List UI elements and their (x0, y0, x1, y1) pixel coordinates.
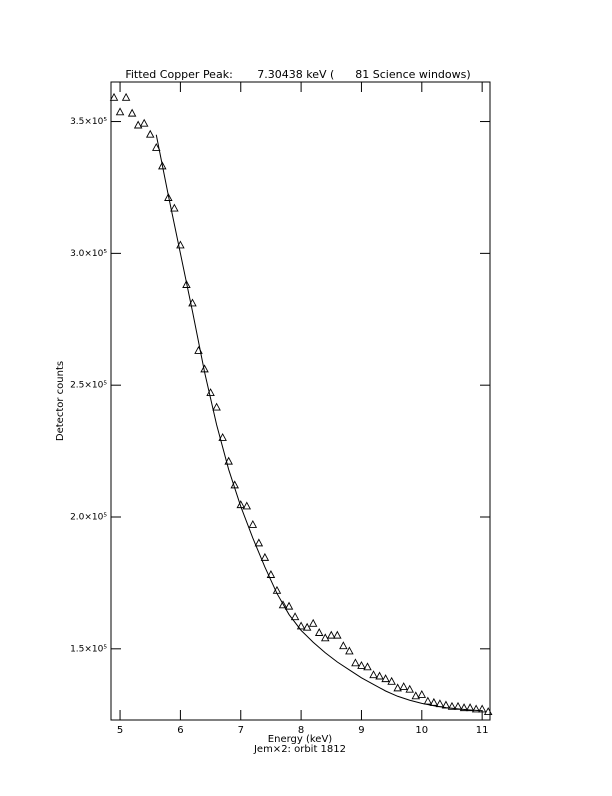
data-point (182, 280, 191, 288)
data-point (302, 622, 312, 631)
data-point (459, 703, 469, 712)
data-point (320, 633, 330, 642)
y-tick-label: 2.0×10⁵ (70, 513, 107, 523)
data-point (339, 641, 348, 650)
data-point (363, 662, 372, 671)
x-axis-label: Energy (keV) (268, 734, 333, 745)
data-point (327, 630, 336, 639)
data-point (152, 142, 161, 151)
x-tick-label: 5 (117, 725, 123, 736)
data-point (254, 538, 264, 547)
data-point (399, 682, 408, 690)
x-tick-label: 6 (177, 725, 183, 736)
subtitle: Jem×2: orbit 1812 (253, 744, 346, 755)
data-point (369, 670, 378, 679)
data-point (170, 203, 179, 212)
data-point (381, 674, 390, 683)
data-point (314, 628, 324, 636)
data-point (477, 704, 487, 713)
data-point (284, 601, 294, 610)
data-point (133, 120, 143, 129)
data-point (212, 402, 221, 411)
data-point (333, 630, 342, 639)
x-tick-label: 10 (415, 725, 428, 736)
data-point (405, 684, 414, 693)
x-tick-label: 11 (476, 725, 489, 736)
data-point (483, 707, 493, 716)
data-point (158, 161, 167, 170)
data-point (224, 456, 233, 465)
y-axis-label: Detector counts (55, 361, 66, 441)
data-point (387, 676, 396, 685)
data-point (206, 388, 215, 397)
data-point (465, 703, 475, 712)
x-tick-label: 7 (238, 725, 244, 736)
data-point (115, 107, 125, 116)
data-point (218, 432, 227, 441)
data-point (447, 701, 457, 710)
y-tick-label: 3.0×10⁵ (70, 249, 107, 259)
data-point (260, 552, 270, 561)
data-point (411, 691, 421, 700)
data-point (121, 92, 131, 101)
data-point (423, 696, 433, 705)
data-point (351, 658, 360, 667)
data-point (164, 193, 173, 201)
data-point (296, 621, 306, 630)
x-tick-label: 8 (298, 725, 304, 736)
data-point (393, 683, 402, 692)
data-point (248, 519, 258, 528)
data-point (139, 118, 149, 127)
plot-frame (110, 81, 491, 721)
x-tick-label: 9 (358, 725, 364, 736)
data-point (145, 129, 155, 138)
y-tick-label: 2.5×10⁵ (70, 381, 107, 391)
data-point (357, 661, 366, 669)
data-point (290, 612, 300, 621)
data-point (375, 671, 384, 680)
data-point (278, 600, 288, 609)
y-tick-label: 1.5×10⁵ (70, 644, 107, 654)
data-point (266, 570, 276, 578)
data-point (127, 108, 137, 117)
data-point (471, 704, 481, 713)
data-point (345, 646, 354, 655)
data-point (417, 690, 427, 698)
data-point (308, 618, 318, 627)
data-point (109, 92, 119, 101)
y-tick-label: 3.5×10⁵ (70, 117, 107, 127)
chart-title: Fitted Copper Peak: 7.30438 keV ( 81 Sci… (125, 68, 470, 81)
fit-line (155, 134, 483, 712)
data-point (242, 501, 252, 510)
